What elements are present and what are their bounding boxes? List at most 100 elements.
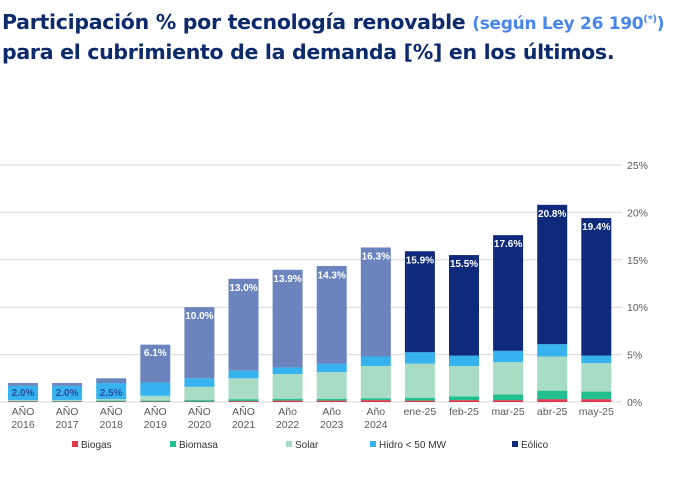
bar-segment (581, 399, 612, 402)
legend-label: Solar (295, 440, 319, 451)
legend-label: Hidro < 50 MW (379, 440, 446, 451)
data-label: 20.8% (538, 209, 566, 220)
bar-segment (52, 400, 83, 402)
bar-segment (449, 396, 479, 401)
bar-segment (360, 398, 391, 401)
bar-segment (493, 235, 524, 351)
x-tick-label: 2024 (364, 419, 388, 431)
bar-segment (140, 382, 171, 396)
x-tick-label: AÑO (100, 405, 123, 418)
y-tick-label: 25% (627, 160, 648, 172)
x-tick-label: Año (322, 406, 341, 418)
y-tick-label: 10% (627, 302, 648, 314)
title-subtitle: (según Ley 26 190(*)) (472, 14, 665, 34)
legend-item: Hidro < 50 MW (370, 440, 446, 451)
bar-segment (404, 251, 435, 353)
bar-segment (537, 344, 568, 357)
bar-segment (404, 400, 435, 402)
bar-segment (449, 355, 479, 366)
bar-segment (537, 204, 568, 345)
bar-segment (493, 350, 524, 363)
bar-segment (52, 385, 83, 401)
bar-segment (8, 385, 38, 401)
legend-item: Biomasa (170, 440, 218, 451)
bar-segment (272, 374, 303, 399)
x-tick-label: 2020 (188, 419, 212, 431)
legend-label: Eólico (521, 440, 549, 451)
x-tick-label: AÑO (232, 405, 255, 418)
bar-segment (96, 383, 127, 400)
data-label: 17.6% (494, 239, 522, 250)
data-label: 15.9% (406, 255, 434, 266)
title-main-line-1: Participación % por tecnología renovable (2, 10, 473, 34)
x-tick-label: ene-25 (404, 406, 437, 418)
x-tick-label: 2017 (55, 419, 79, 431)
bar-segment (228, 370, 259, 379)
bar-segment (228, 399, 259, 402)
data-label: 14.3% (318, 270, 346, 281)
bar-segment (184, 378, 215, 387)
chart-title: Participación % por tecnología renovable… (2, 6, 674, 66)
x-tick-label: 2019 (144, 419, 168, 431)
bar-segment (316, 363, 347, 373)
y-tick-label: 20% (627, 207, 648, 219)
x-tick-label: feb-25 (449, 406, 479, 418)
bar-segment (449, 400, 479, 402)
legend-swatch (370, 441, 376, 448)
bar-segment (228, 278, 259, 371)
bar-segment (184, 307, 215, 379)
bar-segment (272, 398, 303, 401)
x-tick-label: AÑO (56, 405, 79, 418)
bar-segment (360, 356, 391, 366)
y-tick-label: 5% (627, 350, 642, 362)
bar-segment (52, 383, 83, 386)
bar-segment (449, 255, 479, 356)
bar-segment (404, 352, 435, 364)
bar-segment (316, 372, 347, 399)
bar-segment (537, 390, 568, 400)
bar-segment (228, 378, 259, 400)
legend-label: Biogas (81, 440, 112, 451)
bar-segment (140, 400, 171, 402)
bar-segment (316, 400, 347, 402)
legend-item: Eólico (512, 440, 548, 451)
legend-label: Biomasa (179, 440, 218, 451)
x-tick-label: 2021 (232, 419, 256, 431)
bar-segment (360, 365, 391, 399)
bar-segment (184, 386, 215, 401)
bar-segment (581, 391, 612, 400)
legend-swatch (170, 441, 176, 448)
data-label: 2.0% (56, 388, 79, 399)
x-tick-label: 2016 (11, 419, 35, 431)
bar-segment (581, 363, 612, 392)
bar-segment (404, 397, 435, 401)
bar-segment (272, 269, 303, 368)
y-tick-label: 15% (627, 255, 648, 267)
stacked-bar-chart: 0%5%10%15%20%25%2.0%AÑO20162.0%AÑO20172.… (0, 160, 648, 431)
legend-item: Biogas (72, 440, 112, 451)
bar-segment (8, 400, 38, 402)
bar-segment (140, 344, 171, 383)
x-tick-label: AÑO (188, 405, 211, 418)
bar-segment (96, 378, 127, 384)
legend-item: Solar (286, 440, 318, 451)
data-label: 19.4% (582, 222, 610, 233)
x-tick-label: 2022 (276, 419, 300, 431)
bar-segment (537, 356, 568, 391)
bar-segment (272, 367, 303, 375)
bar-segment (272, 400, 303, 402)
data-label: 13.9% (273, 274, 301, 285)
legend-swatch (286, 441, 292, 448)
bar-segment (316, 398, 347, 401)
bar-segment (360, 247, 391, 357)
bar-segment (404, 363, 435, 398)
data-label: 2.0% (12, 388, 35, 399)
bar-segment (184, 400, 215, 402)
bar-segment (581, 218, 612, 356)
x-tick-label: may-25 (579, 406, 614, 418)
bar-segment (493, 362, 524, 395)
legend-swatch (72, 441, 78, 448)
x-tick-label: AÑO (12, 405, 35, 418)
bar-segment (537, 399, 568, 402)
bar-segment (8, 383, 38, 386)
